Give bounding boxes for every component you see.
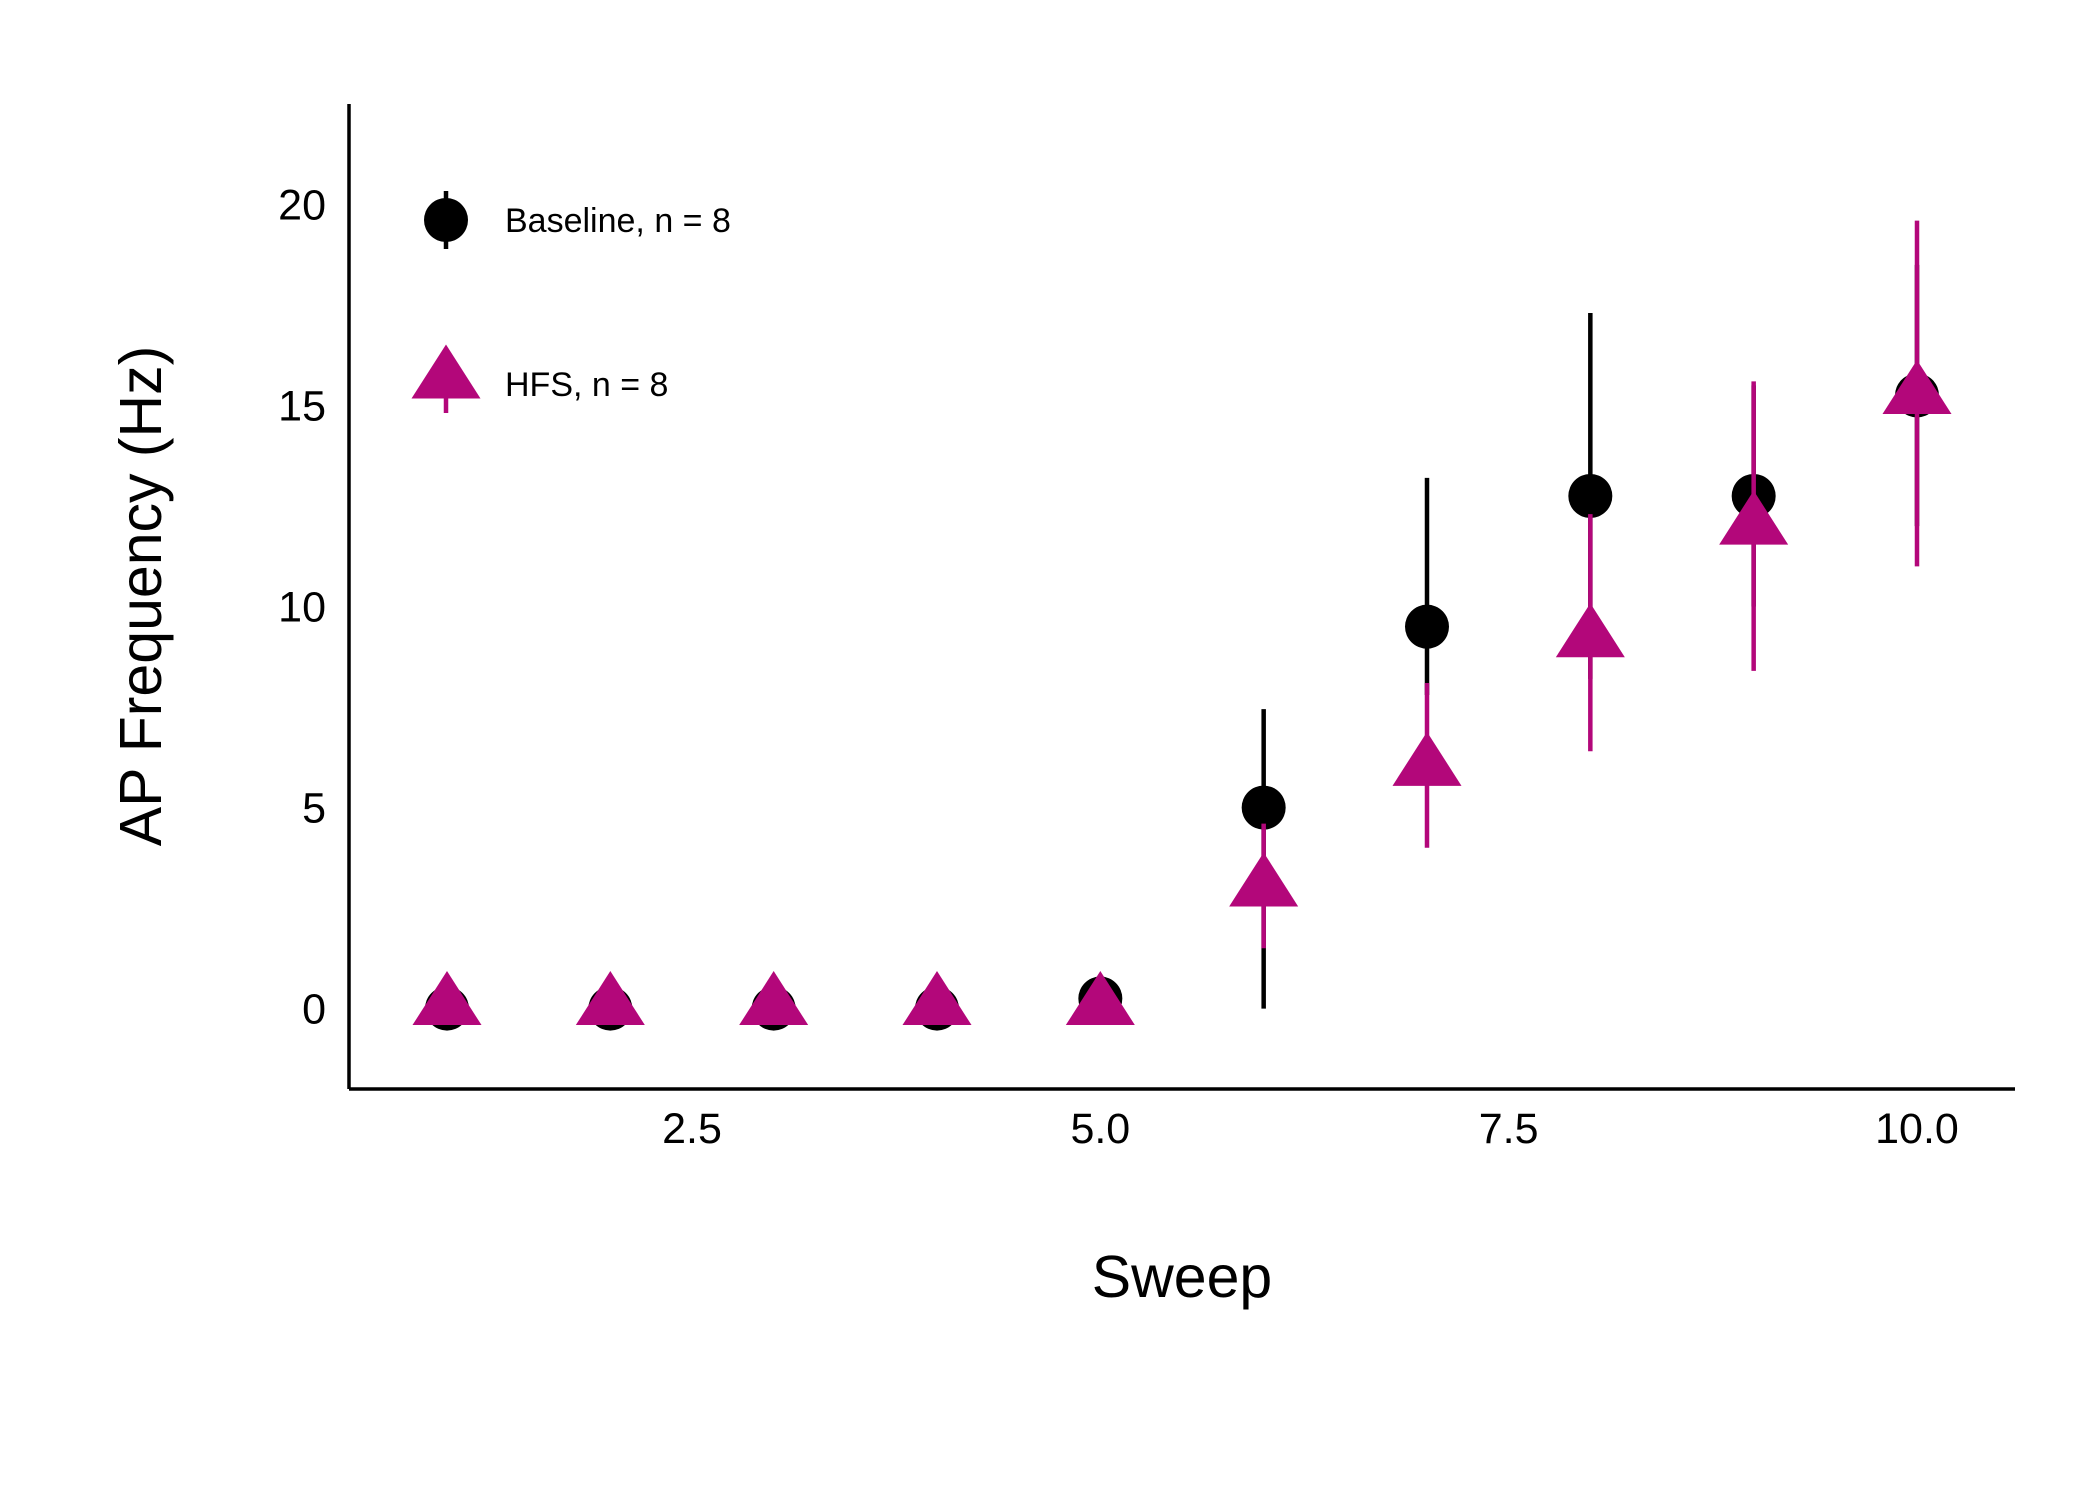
legend-marker [411, 344, 481, 399]
x-tick-label: 2.5 [662, 1105, 722, 1153]
axes [347, 104, 2015, 1091]
legend-item: Baseline, n = 8 [424, 191, 731, 249]
data-layer [412, 220, 1952, 1031]
x-tick-label: 10.0 [1875, 1105, 1959, 1153]
y-tick-label: 15 [278, 383, 326, 431]
data-point [1719, 490, 1789, 545]
data-point [1229, 852, 1299, 907]
data-point [1555, 603, 1625, 658]
y-tick-labels: 0 5 10 15 20 [278, 182, 326, 1034]
y-axis-title: AP Frequency (Hz) [108, 346, 174, 847]
y-tick-label: 20 [278, 182, 326, 230]
x-tick-label: 7.5 [1479, 1105, 1539, 1153]
legend-marker [424, 198, 468, 242]
data-point [1241, 785, 1286, 830]
x-axis-title: Sweep [1092, 1244, 1272, 1310]
data-point [1065, 971, 1135, 1026]
data-point [1405, 604, 1449, 649]
x-tick-labels: 2.5 5.0 7.5 10.0 [662, 1105, 1959, 1153]
x-tick-label: 5.0 [1070, 1105, 1130, 1153]
data-point [1568, 473, 1613, 518]
legend: Baseline, n = 8 HFS, n = 8 [411, 191, 731, 413]
legend-label: Baseline, n = 8 [505, 202, 731, 240]
data-point [739, 971, 809, 1026]
data-point [1882, 359, 1952, 414]
data-point [575, 971, 645, 1026]
data-point [902, 971, 972, 1026]
y-tick-label: 10 [278, 584, 326, 632]
y-tick-label: 0 [302, 986, 326, 1034]
data-point [1392, 731, 1462, 786]
legend-label: HFS, n = 8 [505, 366, 668, 404]
data-point [412, 971, 482, 1026]
series-hfs [412, 220, 1952, 1026]
legend-item: HFS, n = 8 [411, 344, 668, 413]
y-tick-label: 5 [302, 785, 326, 833]
